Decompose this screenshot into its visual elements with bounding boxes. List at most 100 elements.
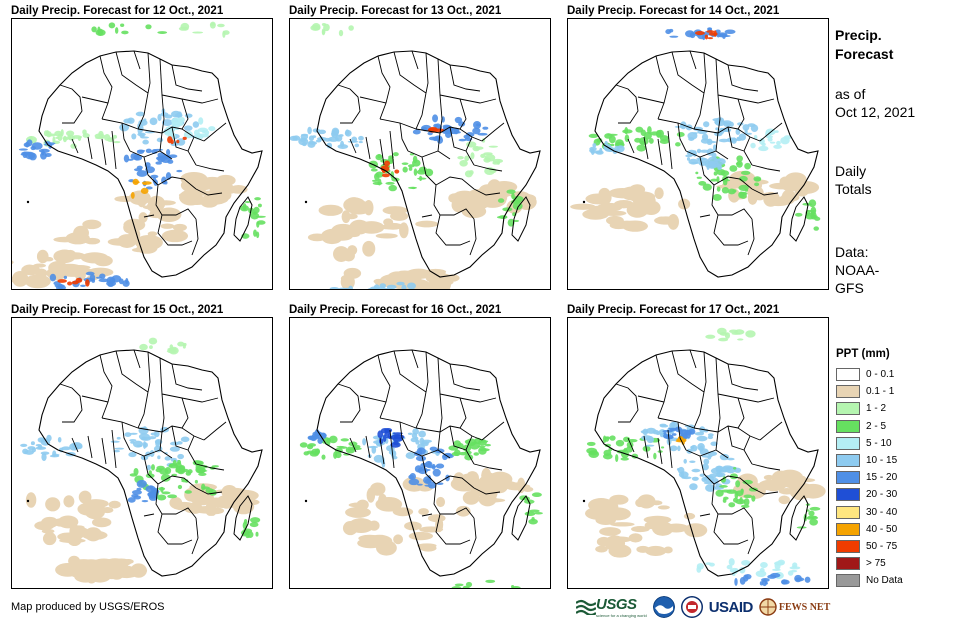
africa-coastline xyxy=(594,50,819,278)
forecast-map-17[interactable] xyxy=(567,317,829,589)
totals-label: Daily Totals xyxy=(835,162,872,198)
totals-line1: Daily xyxy=(835,163,867,179)
country-borders xyxy=(59,349,227,555)
legend-item: > 75 xyxy=(836,555,903,572)
sidebar-title-line2: Forecast xyxy=(835,46,894,62)
legend-label: 0 - 0.1 xyxy=(866,369,895,381)
panel-title: Daily Precip. Forecast for 14 Oct., 2021 xyxy=(567,5,780,17)
forecast-map-12[interactable] xyxy=(11,18,273,290)
legend-title: PPT (mm) xyxy=(836,348,890,360)
precip-layer xyxy=(20,337,261,584)
panel-title: Daily Precip. Forecast for 13 Oct., 2021 xyxy=(289,5,502,17)
legend-swatch xyxy=(836,488,860,502)
legend-item: 40 - 50 xyxy=(836,521,903,538)
usgs-tagline: science for a changing world xyxy=(596,613,647,618)
madagascar-outline xyxy=(789,495,809,541)
legend-swatch xyxy=(836,402,860,416)
legend-item: 15 - 20 xyxy=(836,469,903,486)
madagascar-outline xyxy=(233,495,253,541)
legend-label: > 75 xyxy=(866,558,886,570)
country-borders xyxy=(337,50,505,256)
legend-label: 40 - 50 xyxy=(866,523,898,535)
as-of-label: as of xyxy=(835,86,866,102)
africa-coastline xyxy=(38,50,263,278)
panel-title: Daily Precip. Forecast for 15 Oct., 2021 xyxy=(11,304,224,316)
legend-label: 50 - 75 xyxy=(866,540,898,552)
legend-item: 5 - 10 xyxy=(836,435,903,452)
precip-layer xyxy=(290,23,537,289)
legend-swatch xyxy=(836,522,860,536)
data-source-line2: NOAA- xyxy=(835,262,880,278)
legend-swatch xyxy=(836,539,860,553)
madagascar-outline xyxy=(511,495,531,541)
legend-item: 30 - 40 xyxy=(836,504,903,521)
forecast-panel-17: Daily Precip. Forecast for 17 Oct., 2021 xyxy=(567,303,829,589)
fews-logo[interactable]: FEWS NET xyxy=(759,598,830,616)
africa-coastline xyxy=(38,349,263,577)
forecast-map-16[interactable] xyxy=(289,317,551,589)
usgs-wordmark: USGS xyxy=(596,596,637,613)
legend-label: No Data xyxy=(866,575,903,587)
island-marker xyxy=(304,200,308,204)
legend-item: 10 - 15 xyxy=(836,452,903,469)
as-of-value: Oct 12, 2021 xyxy=(835,104,916,120)
panel-title: Daily Precip. Forecast for 16 Oct., 2021 xyxy=(289,304,502,316)
country-borders xyxy=(615,50,783,256)
legend-swatch xyxy=(836,368,860,382)
island-marker xyxy=(26,200,30,204)
precip-layer xyxy=(584,327,826,587)
legend-label: 10 - 15 xyxy=(866,455,898,467)
island-marker xyxy=(582,200,586,204)
data-source-line1: Data: xyxy=(835,244,869,260)
legend-label: 5 - 10 xyxy=(866,437,892,449)
legend-label: 20 - 30 xyxy=(866,489,898,501)
precip-layer xyxy=(12,21,266,289)
legend-item: 0.1 - 1 xyxy=(836,383,903,400)
forecast-panel-16: Daily Precip. Forecast for 16 Oct., 2021 xyxy=(289,303,551,589)
panel-title: Daily Precip. Forecast for 17 Oct., 2021 xyxy=(567,304,780,316)
forecast-map-13[interactable] xyxy=(289,18,551,290)
precip-layer xyxy=(570,27,821,232)
totals-line2: Totals xyxy=(835,181,872,197)
forecast-panel-15: Daily Precip. Forecast for 15 Oct., 2021 xyxy=(11,303,273,589)
legend: 0 - 0.1 0.1 - 1 1 - 2 2 - 5 5 - 10 10 - 15 15 … xyxy=(836,366,903,589)
legend-swatch xyxy=(836,505,860,519)
forecast-panel-14: Daily Precip. Forecast for 14 Oct., 2021 xyxy=(567,4,829,290)
legend-item: 20 - 30 xyxy=(836,486,903,503)
legend-label: 2 - 5 xyxy=(866,420,887,432)
precip-layer xyxy=(299,427,543,588)
forecast-map-14[interactable] xyxy=(567,18,829,290)
legend-item: 50 - 75 xyxy=(836,538,903,555)
forecast-map-15[interactable] xyxy=(11,317,273,589)
africa-coastline xyxy=(594,349,819,577)
usgs-logo[interactable]: USGS science for a changing world xyxy=(576,596,647,618)
logo-bar: USGS science for a changing world USAID … xyxy=(576,594,830,620)
panel-title: Daily Precip. Forecast for 12 Oct., 2021 xyxy=(11,5,224,17)
island-marker xyxy=(304,499,308,503)
legend-swatch xyxy=(836,436,860,450)
legend-swatch xyxy=(836,471,860,485)
fews-wordmark: FEWS NET xyxy=(778,601,831,613)
sidebar-title: Precip. Forecast xyxy=(835,26,893,64)
forecast-panel-12: Daily Precip. Forecast for 12 Oct., 2021 xyxy=(11,4,273,290)
data-source: Data: NOAA- GFS xyxy=(835,243,879,297)
legend-swatch xyxy=(836,574,860,588)
madagascar-outline xyxy=(511,196,531,242)
legend-swatch xyxy=(836,454,860,468)
sidebar-title-line1: Precip. xyxy=(835,27,882,43)
usaid-seal-icon[interactable] xyxy=(680,596,703,618)
forecast-panel-13: Daily Precip. Forecast for 13 Oct., 2021 xyxy=(289,4,551,290)
usgs-wave-icon xyxy=(576,599,596,615)
country-borders xyxy=(615,349,783,555)
legend-label: 1 - 2 xyxy=(866,403,887,415)
legend-label: 15 - 20 xyxy=(866,472,898,484)
noaa-logo-icon[interactable] xyxy=(652,596,675,618)
legend-item: 0 - 0.1 xyxy=(836,366,903,383)
country-borders xyxy=(337,349,505,555)
legend-swatch xyxy=(836,557,860,571)
africa-coastline xyxy=(316,349,541,577)
island-marker xyxy=(26,499,30,503)
data-source-line3: GFS xyxy=(835,280,864,296)
usaid-wordmark: USAID xyxy=(708,598,754,616)
map-credit: Map produced by USGS/EROS xyxy=(11,601,165,613)
